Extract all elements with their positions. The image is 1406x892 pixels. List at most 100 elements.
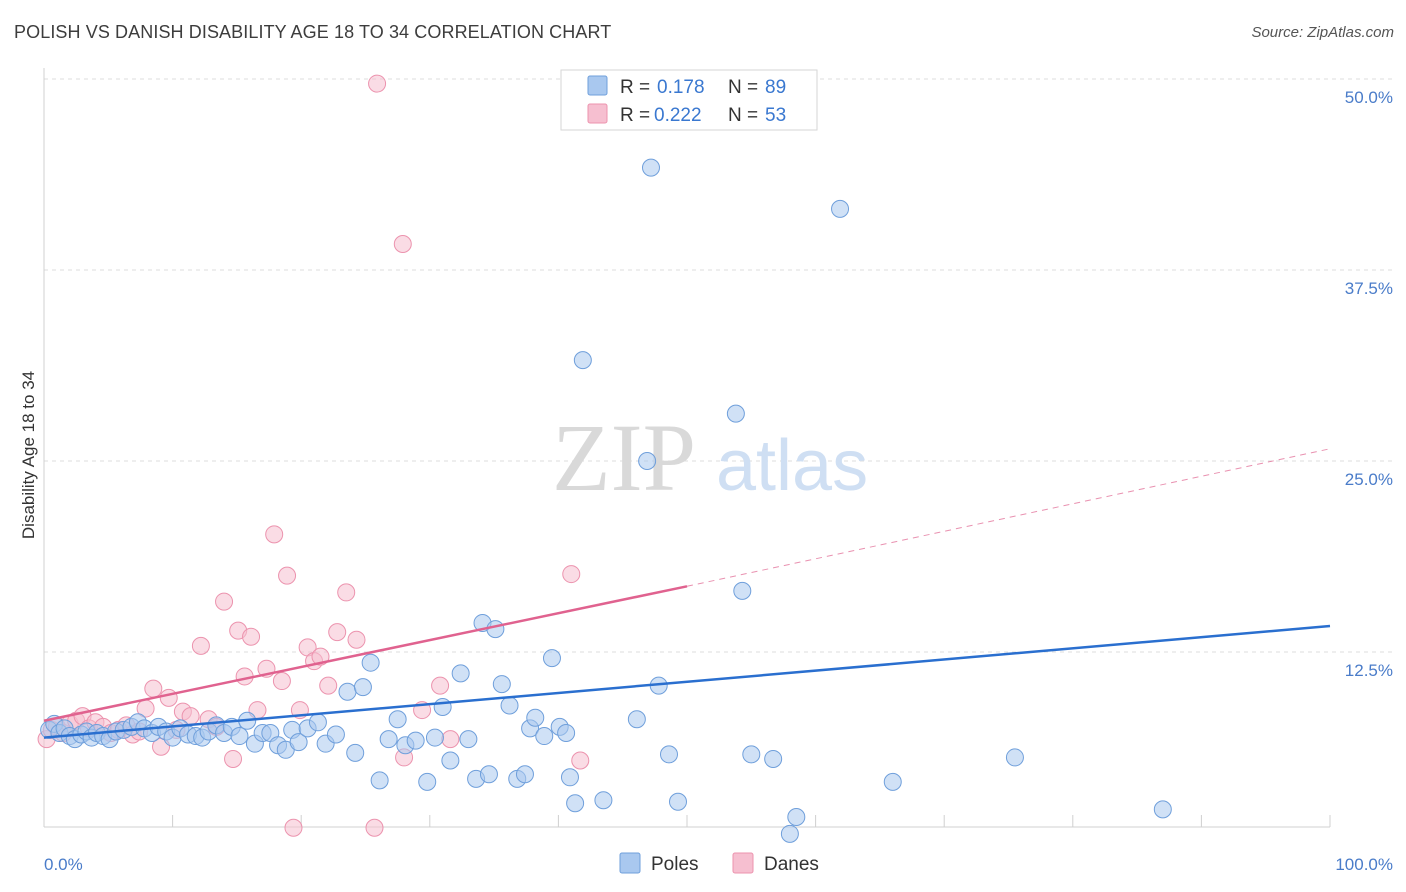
poles-point-82 [733, 581, 752, 600]
danes-point-49 [431, 676, 450, 695]
poles-point-68 [542, 649, 561, 668]
danes-point-41 [328, 623, 347, 642]
poles-point-74 [594, 791, 613, 810]
watermark-zip: ZIP [552, 404, 696, 511]
poles-point-44 [353, 678, 372, 697]
legend-n-value-danes: 53 [765, 105, 786, 126]
poles-point-54 [441, 751, 460, 770]
legend-r-label-danes: R = [620, 105, 650, 126]
poles-point-61 [492, 675, 511, 694]
poles-point-41 [326, 725, 345, 744]
danes-point-35 [284, 818, 303, 837]
poles-point-64 [515, 765, 534, 784]
legend-swatch-danes [587, 103, 608, 124]
legend-swatch-poles [587, 75, 608, 96]
danes-point-32 [265, 525, 284, 544]
poles-point-83 [742, 745, 761, 764]
bottom-legend-swatch-danes [732, 852, 754, 874]
poles-point-51 [418, 772, 437, 791]
bottom-legend-swatch-poles [619, 852, 641, 874]
poles-point-50 [406, 731, 425, 750]
watermark-atlas: atlas [716, 426, 868, 506]
danes-point-16 [144, 679, 163, 698]
bottom-legend-poles: Poles [651, 854, 699, 875]
legend-r-value-poles: 0.178 [657, 77, 705, 98]
poles-point-43 [346, 743, 365, 762]
danes-point-45 [368, 74, 387, 93]
bottom-legend: Poles Danes [619, 852, 819, 875]
y-axis-label: Disability Age 18 to 34 [19, 371, 38, 539]
poles-point-75 [627, 710, 646, 729]
y-tick-label-50: 50.0% [1345, 88, 1393, 107]
poles-point-89 [1005, 748, 1024, 767]
watermark: ZIP atlas [552, 404, 868, 511]
legend-r-label-poles: R = [620, 77, 650, 98]
danes-points [37, 74, 590, 837]
chart-title: POLISH VS DANISH DISABILITY AGE 18 TO 34… [14, 22, 612, 42]
poles-point-86 [787, 808, 806, 827]
x-tick-label-0: 0.0% [44, 855, 83, 874]
y-tick-label-12.5: 12.5% [1345, 661, 1393, 680]
poles-point-77 [641, 158, 660, 177]
x-tick-label-100: 100.0% [1335, 855, 1393, 874]
poles-point-80 [668, 792, 687, 811]
poles-point-87 [831, 199, 850, 218]
danes-point-46 [393, 235, 412, 254]
poles-point-84 [764, 749, 783, 768]
poles-point-90 [1153, 800, 1172, 819]
poles-point-88 [883, 772, 902, 791]
danes-point-50 [441, 730, 460, 749]
poles-trend-line [43, 624, 1331, 739]
poles-point-62 [500, 696, 519, 715]
legend-n-label-poles: N = [728, 77, 758, 98]
poles-point-59 [479, 765, 498, 784]
poles-point-72 [566, 794, 585, 813]
danes-point-34 [278, 566, 297, 585]
poles-point-42 [338, 682, 357, 701]
poles-point-39 [308, 713, 327, 732]
legend-r-value-danes: 0.222 [654, 105, 702, 126]
poles-point-70 [557, 723, 576, 742]
poles-point-73 [573, 351, 592, 370]
poles-point-85 [780, 824, 799, 843]
legend-box: R = 0.178 N = 89 R = 0.222 N = 53 [560, 69, 818, 131]
danes-trend-line [43, 585, 688, 722]
trend-lines [43, 448, 1331, 739]
poles-point-48 [388, 710, 407, 729]
poles-point-66 [526, 708, 545, 727]
danes-point-44 [365, 818, 384, 837]
poles-point-47 [379, 730, 398, 749]
danes-point-29 [242, 627, 261, 646]
danes-point-42 [337, 583, 356, 602]
poles-point-52 [425, 728, 444, 747]
danes-point-22 [191, 636, 210, 655]
legend-n-label-danes: N = [728, 105, 758, 126]
danes-point-51 [562, 565, 581, 584]
poles-point-55 [451, 664, 470, 683]
poles-point-45 [361, 653, 380, 672]
poles-point-79 [659, 745, 678, 764]
poles-point-37 [289, 733, 308, 752]
danes-point-33 [272, 672, 291, 691]
danes-point-26 [224, 749, 243, 768]
poles-point-29 [230, 727, 249, 746]
poles-point-71 [560, 768, 579, 787]
danes-point-43 [347, 630, 366, 649]
danes-point-18 [159, 688, 178, 707]
legend-n-value-poles: 89 [765, 77, 786, 98]
poles-point-67 [535, 727, 554, 746]
gridlines [44, 78, 1392, 653]
axes [43, 68, 1331, 828]
source-label: Source: ZipAtlas.com [1251, 24, 1394, 41]
danes-point-52 [571, 751, 590, 770]
y-tick-label-37.5: 37.5% [1345, 279, 1393, 298]
danes-point-25 [215, 592, 234, 611]
poles-point-81 [726, 404, 745, 423]
poles-point-76 [638, 452, 657, 470]
bottom-legend-danes: Danes [764, 854, 819, 875]
danes-point-40 [319, 676, 338, 695]
poles-point-46 [370, 771, 389, 790]
y-tick-label-25: 25.0% [1345, 470, 1393, 489]
poles-point-56 [459, 730, 478, 749]
